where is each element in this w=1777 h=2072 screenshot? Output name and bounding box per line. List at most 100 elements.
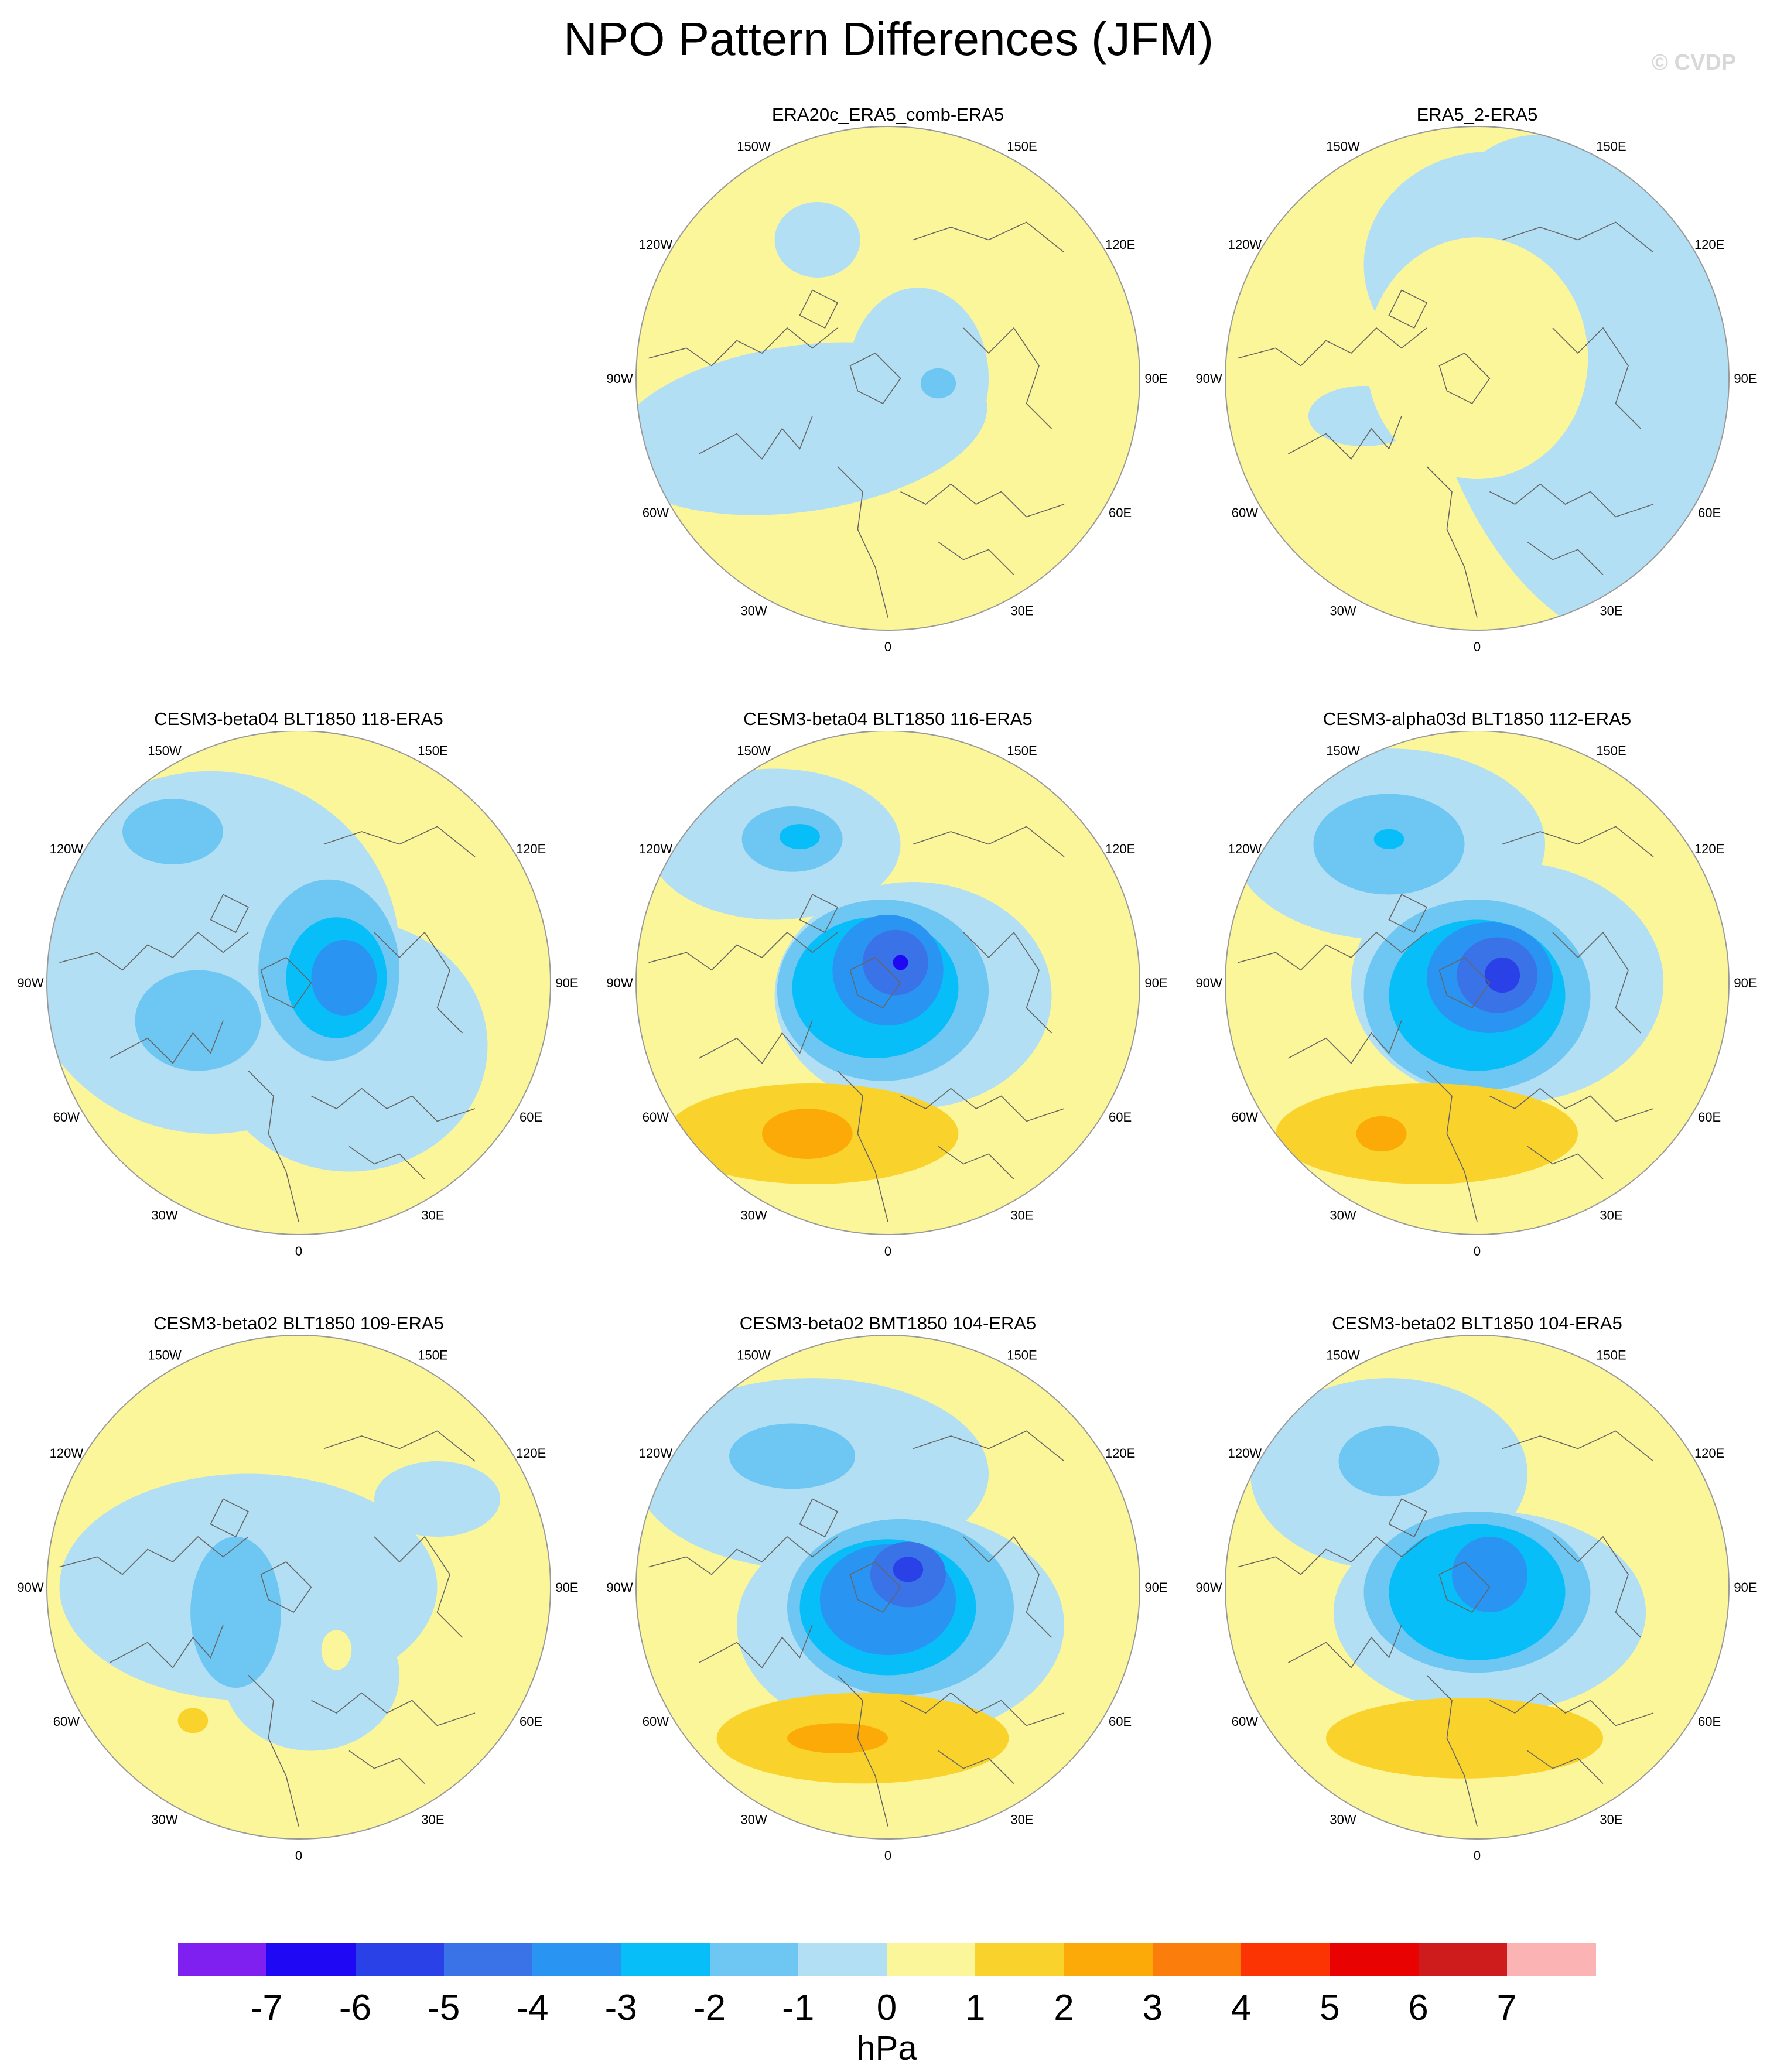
longitude-label: 150W	[737, 139, 771, 153]
coastline	[1438, 1561, 1491, 1613]
longitude-label: 30W	[151, 1813, 177, 1827]
colorbar-tick-label: 2	[1054, 1988, 1074, 2028]
colorbar-swatch	[1064, 1943, 1153, 1976]
coastline	[1552, 931, 1642, 1034]
coastline	[1238, 931, 1427, 971]
coastline	[260, 1561, 312, 1613]
coastline	[1288, 416, 1402, 460]
longitude-label: 120E	[1105, 237, 1135, 252]
colorbar-swatch	[532, 1943, 621, 1976]
longitude-label: 150E	[1596, 139, 1626, 153]
coastline	[260, 957, 312, 1009]
longitude-label: 90E	[1734, 371, 1757, 386]
colorbar-tick-label: 4	[1231, 1988, 1252, 2028]
coastline	[59, 931, 249, 971]
colorbar-legend: hPa -7 -6 -5 -4 -3 -2 -1 0 1 2 3 4 5 6 7	[178, 1943, 1596, 2072]
colorbar-tick-label: 1	[965, 1988, 986, 2028]
longitude-label: 120W	[639, 237, 673, 252]
longitude-label: 150W	[1326, 743, 1360, 758]
longitude-label: 120E	[1694, 1446, 1724, 1461]
cvdp-watermark: © CVDP	[1652, 50, 1737, 75]
coastline	[849, 353, 901, 405]
positive-anomaly-contour	[1276, 1083, 1578, 1184]
colorbar-tick-label: -3	[604, 1988, 637, 2028]
longitude-label: 120E	[1694, 842, 1724, 856]
longitude-label: 90E	[1144, 976, 1167, 990]
coastline	[59, 1536, 249, 1575]
coastline	[963, 931, 1052, 1034]
contour-fill-group	[1225, 731, 1729, 1235]
longitude-label: 0	[884, 1244, 891, 1259]
negative-anomaly-contour	[848, 288, 989, 469]
polar-map: 180150E120E90E60E30E030W60W90W120W150W	[1195, 731, 1757, 1259]
coastline	[900, 1088, 1065, 1122]
longitude-label: 0	[1474, 1848, 1481, 1863]
longitude-label: 30E	[1010, 604, 1033, 618]
longitude-label: 60E	[1698, 1714, 1721, 1729]
colorbar-swatch	[266, 1943, 356, 1976]
longitude-label: 60W	[1232, 1110, 1258, 1124]
coastline	[1552, 1536, 1642, 1638]
coastline	[210, 894, 250, 934]
map-panel-cesm3-beta04-118: CESM3-beta04 BLT1850 118-ERA5 180150E120…	[6, 707, 592, 1293]
longitude-label: 60E	[1698, 1110, 1721, 1124]
longitude-label: 30W	[740, 1208, 767, 1223]
longitude-label: 60W	[643, 1714, 669, 1729]
coastline	[913, 826, 1065, 857]
negative-anomaly-contour	[374, 1461, 500, 1537]
negative-anomaly-contour	[1452, 1537, 1527, 1612]
colorbar-tick-label: 7	[1496, 1988, 1517, 2028]
contour-fill-group	[636, 126, 1140, 630]
coastline	[311, 1088, 476, 1122]
longitude-label: 90W	[606, 1580, 633, 1595]
longitude-label: 120W	[639, 1446, 673, 1461]
longitude-label: 60W	[1232, 505, 1258, 520]
figure-title: NPO Pattern Differences (JFM)	[563, 13, 1214, 65]
longitude-label: 150E	[1596, 743, 1626, 758]
negative-anomaly-contour	[311, 939, 377, 1016]
longitude-label: 90E	[1734, 976, 1757, 990]
longitude-label: 30W	[740, 604, 767, 618]
coastline	[938, 1146, 1014, 1179]
coastline	[1238, 1536, 1427, 1575]
longitude-label: 30W	[1330, 604, 1356, 618]
map-boundary	[635, 1335, 1140, 1840]
coastline	[1438, 957, 1491, 1009]
longitude-label: 30W	[1330, 1208, 1356, 1223]
longitude-label: 30E	[1010, 1813, 1033, 1827]
positive-anomaly-contour	[1366, 237, 1588, 479]
coastline	[849, 957, 901, 1009]
colorbar-tick-label: -1	[782, 1988, 815, 2028]
coastline	[110, 1625, 224, 1668]
longitude-label: 90W	[1195, 371, 1222, 386]
colorbar-units: hPa	[856, 2029, 917, 2067]
longitude-label: 120E	[1105, 842, 1135, 856]
longitude-label: 60W	[643, 1110, 669, 1124]
negative-anomaly-contour	[1373, 829, 1404, 850]
map-panel-cesm3-beta02-blt-109: CESM3-beta02 BLT1850 109-ERA5 180150E120…	[6, 1312, 592, 1897]
longitude-label: 90W	[1195, 1580, 1222, 1595]
coastline	[1388, 1498, 1428, 1538]
positive-anomaly-contour	[321, 1630, 352, 1670]
longitude-label: 60E	[1109, 505, 1132, 520]
longitude-label: 30W	[151, 1208, 177, 1223]
negative-anomaly-contour	[780, 824, 820, 850]
coastline	[900, 483, 1065, 518]
longitude-label: 120W	[50, 1446, 84, 1461]
colorbar-tick-label: 6	[1408, 1988, 1429, 2028]
panel-title: CESM3-beta02 BMT1850 104-ERA5	[739, 1313, 1037, 1334]
longitude-label: 90E	[555, 976, 578, 990]
map-panel-cesm3-beta02-blt-104: CESM3-beta02 BLT1850 104-ERA5 180150E120…	[1184, 1312, 1770, 1897]
colorbar-tick-label: -6	[339, 1988, 372, 2028]
negative-anomaly-contour	[1338, 1425, 1440, 1497]
longitude-label: 90W	[1195, 976, 1222, 990]
coastline	[1502, 826, 1654, 857]
coastline	[837, 1674, 888, 1827]
colorbar-swatch	[887, 1943, 976, 1976]
panel-title: CESM3-beta04 BLT1850 116-ERA5	[743, 709, 1033, 729]
longitude-label: 0	[884, 1848, 891, 1863]
colorbar-swatch	[975, 1943, 1064, 1976]
colorbar-swatch	[1152, 1943, 1242, 1976]
coastline	[348, 1146, 425, 1179]
longitude-label: 120E	[1105, 1446, 1135, 1461]
